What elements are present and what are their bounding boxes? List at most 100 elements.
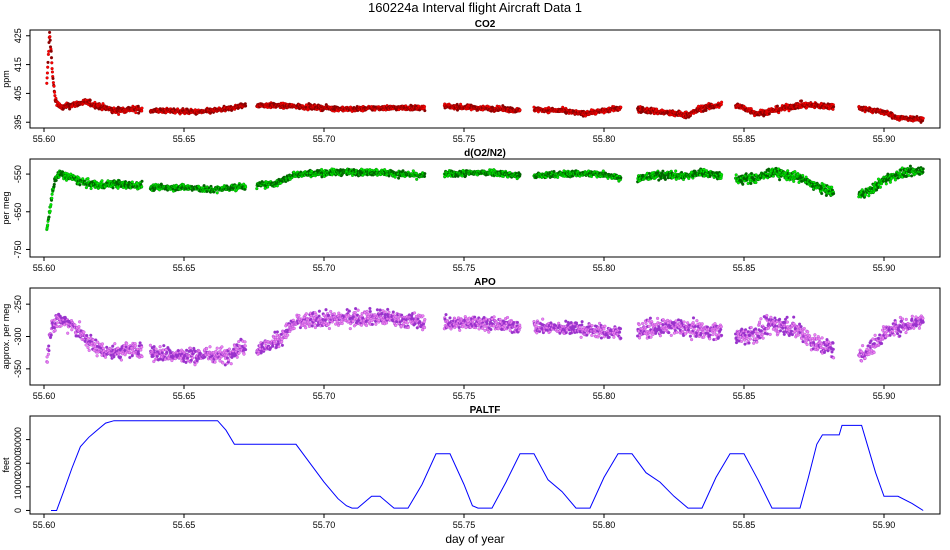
data-point bbox=[774, 166, 778, 170]
data-point bbox=[215, 191, 219, 195]
x-tick-label: 55.75 bbox=[453, 263, 476, 273]
data-point bbox=[49, 203, 53, 207]
data-point bbox=[383, 168, 387, 172]
data-point bbox=[135, 181, 139, 185]
data-point bbox=[397, 176, 401, 180]
data-point bbox=[921, 116, 925, 120]
data-point bbox=[234, 188, 239, 192]
data-point bbox=[619, 176, 623, 180]
data-point bbox=[116, 186, 120, 190]
data-point bbox=[244, 185, 248, 189]
data-point bbox=[45, 71, 49, 75]
data-point bbox=[244, 104, 248, 108]
data-point bbox=[720, 173, 724, 177]
data-point bbox=[619, 105, 623, 109]
data-point bbox=[45, 76, 49, 80]
data-point bbox=[893, 178, 897, 182]
figure-title: 160224a Interval flight Aircraft Data 1 bbox=[368, 0, 582, 15]
data-point bbox=[387, 174, 391, 178]
data-point bbox=[705, 169, 709, 173]
data-point bbox=[47, 215, 51, 219]
data-point bbox=[831, 107, 835, 111]
data-point bbox=[130, 180, 134, 184]
data-point bbox=[86, 177, 90, 181]
y-tick-label: 405 bbox=[13, 86, 23, 101]
data-point bbox=[140, 109, 144, 113]
data-point bbox=[46, 52, 50, 56]
data-point bbox=[734, 173, 738, 177]
data-point bbox=[888, 180, 892, 184]
data-point bbox=[50, 192, 54, 196]
data-point bbox=[878, 185, 882, 189]
plot-area bbox=[45, 164, 925, 232]
data-point bbox=[884, 182, 888, 186]
data-point bbox=[320, 167, 324, 172]
data-point bbox=[46, 60, 50, 64]
data-point bbox=[518, 108, 522, 112]
data-point bbox=[48, 209, 52, 213]
data-point bbox=[46, 65, 50, 69]
data-point bbox=[422, 174, 427, 178]
x-tick-label: 55.90 bbox=[873, 134, 896, 144]
data-point bbox=[830, 185, 834, 189]
data-point bbox=[140, 106, 144, 110]
x-tick-label: 55.80 bbox=[593, 134, 616, 144]
data-point bbox=[793, 170, 797, 174]
data-point bbox=[68, 107, 72, 111]
y-axis-label: ppm bbox=[1, 70, 11, 88]
data-point bbox=[50, 67, 54, 71]
data-point bbox=[51, 76, 55, 81]
data-point bbox=[741, 182, 745, 186]
data-point bbox=[89, 186, 93, 191]
data-point bbox=[792, 179, 796, 183]
y-tick-label: -550 bbox=[13, 165, 23, 183]
data-point bbox=[749, 181, 753, 186]
data-point bbox=[778, 178, 782, 182]
data-point bbox=[52, 84, 56, 88]
data-point bbox=[801, 173, 805, 178]
x-tick-label: 55.65 bbox=[173, 263, 196, 273]
x-tick-label: 55.60 bbox=[33, 263, 56, 273]
x-tick-label: 55.60 bbox=[33, 391, 56, 401]
data-point bbox=[663, 177, 667, 181]
data-point bbox=[702, 167, 706, 172]
data-point bbox=[832, 192, 836, 196]
data-point bbox=[134, 111, 138, 115]
data-point bbox=[497, 104, 501, 109]
data-point bbox=[797, 180, 801, 184]
data-point bbox=[674, 169, 678, 173]
data-point bbox=[140, 185, 144, 189]
plot-frame bbox=[29, 158, 941, 258]
x-tick-label: 55.90 bbox=[873, 263, 896, 273]
data-point bbox=[84, 186, 88, 190]
data-point bbox=[720, 100, 724, 104]
data-point bbox=[875, 188, 879, 192]
x-tick-label: 55.60 bbox=[33, 134, 56, 144]
data-point bbox=[53, 94, 57, 98]
data-point bbox=[674, 177, 678, 181]
data-point bbox=[202, 184, 206, 188]
y-tick-label: -750 bbox=[13, 240, 23, 258]
x-tick-label: 55.70 bbox=[313, 263, 336, 273]
data-point bbox=[88, 98, 92, 102]
data-point bbox=[832, 105, 836, 109]
data-point bbox=[100, 179, 104, 183]
data-point bbox=[45, 81, 49, 85]
x-tick-label: 55.75 bbox=[453, 134, 476, 144]
data-point bbox=[744, 172, 748, 176]
data-point bbox=[908, 164, 912, 168]
data-point bbox=[51, 81, 55, 85]
data-point bbox=[657, 178, 661, 182]
data-point bbox=[799, 99, 804, 103]
data-point bbox=[393, 175, 397, 179]
data-point bbox=[921, 170, 925, 174]
data-point bbox=[867, 194, 871, 198]
data-point bbox=[423, 109, 427, 113]
data-point bbox=[117, 112, 121, 116]
y-tick-label: -650 bbox=[13, 203, 23, 221]
data-point bbox=[749, 171, 754, 176]
